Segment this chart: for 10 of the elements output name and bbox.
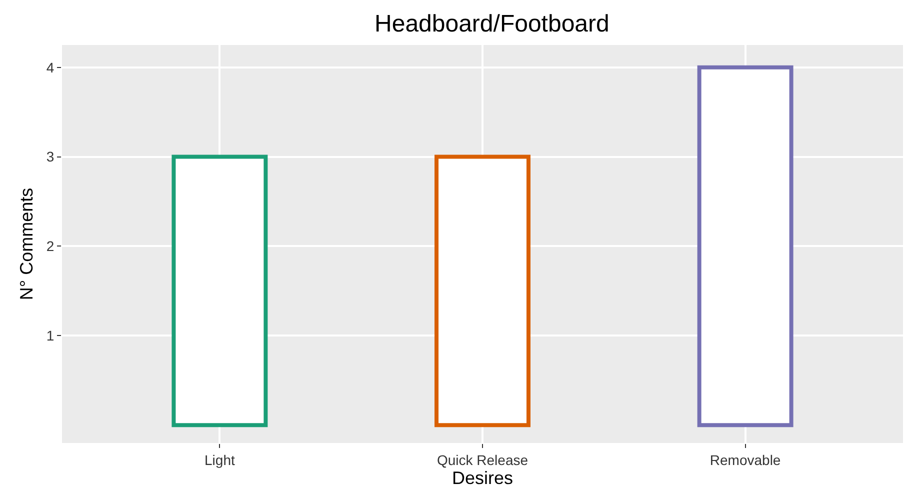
y-tick-label: 1 (46, 328, 54, 344)
x-tick-label: Removable (710, 452, 781, 468)
y-tick-label: 3 (46, 148, 54, 165)
y-tick-label: 2 (46, 238, 54, 254)
x-tick-label: Light (204, 452, 235, 468)
x-axis-title: Desires (452, 468, 514, 488)
y-tick-label: 4 (46, 59, 54, 76)
x-tick-label: Quick Release (436, 452, 528, 468)
chart-title: Headboard/Footboard (374, 10, 610, 38)
y-axis-title: N° Comments (16, 188, 37, 300)
